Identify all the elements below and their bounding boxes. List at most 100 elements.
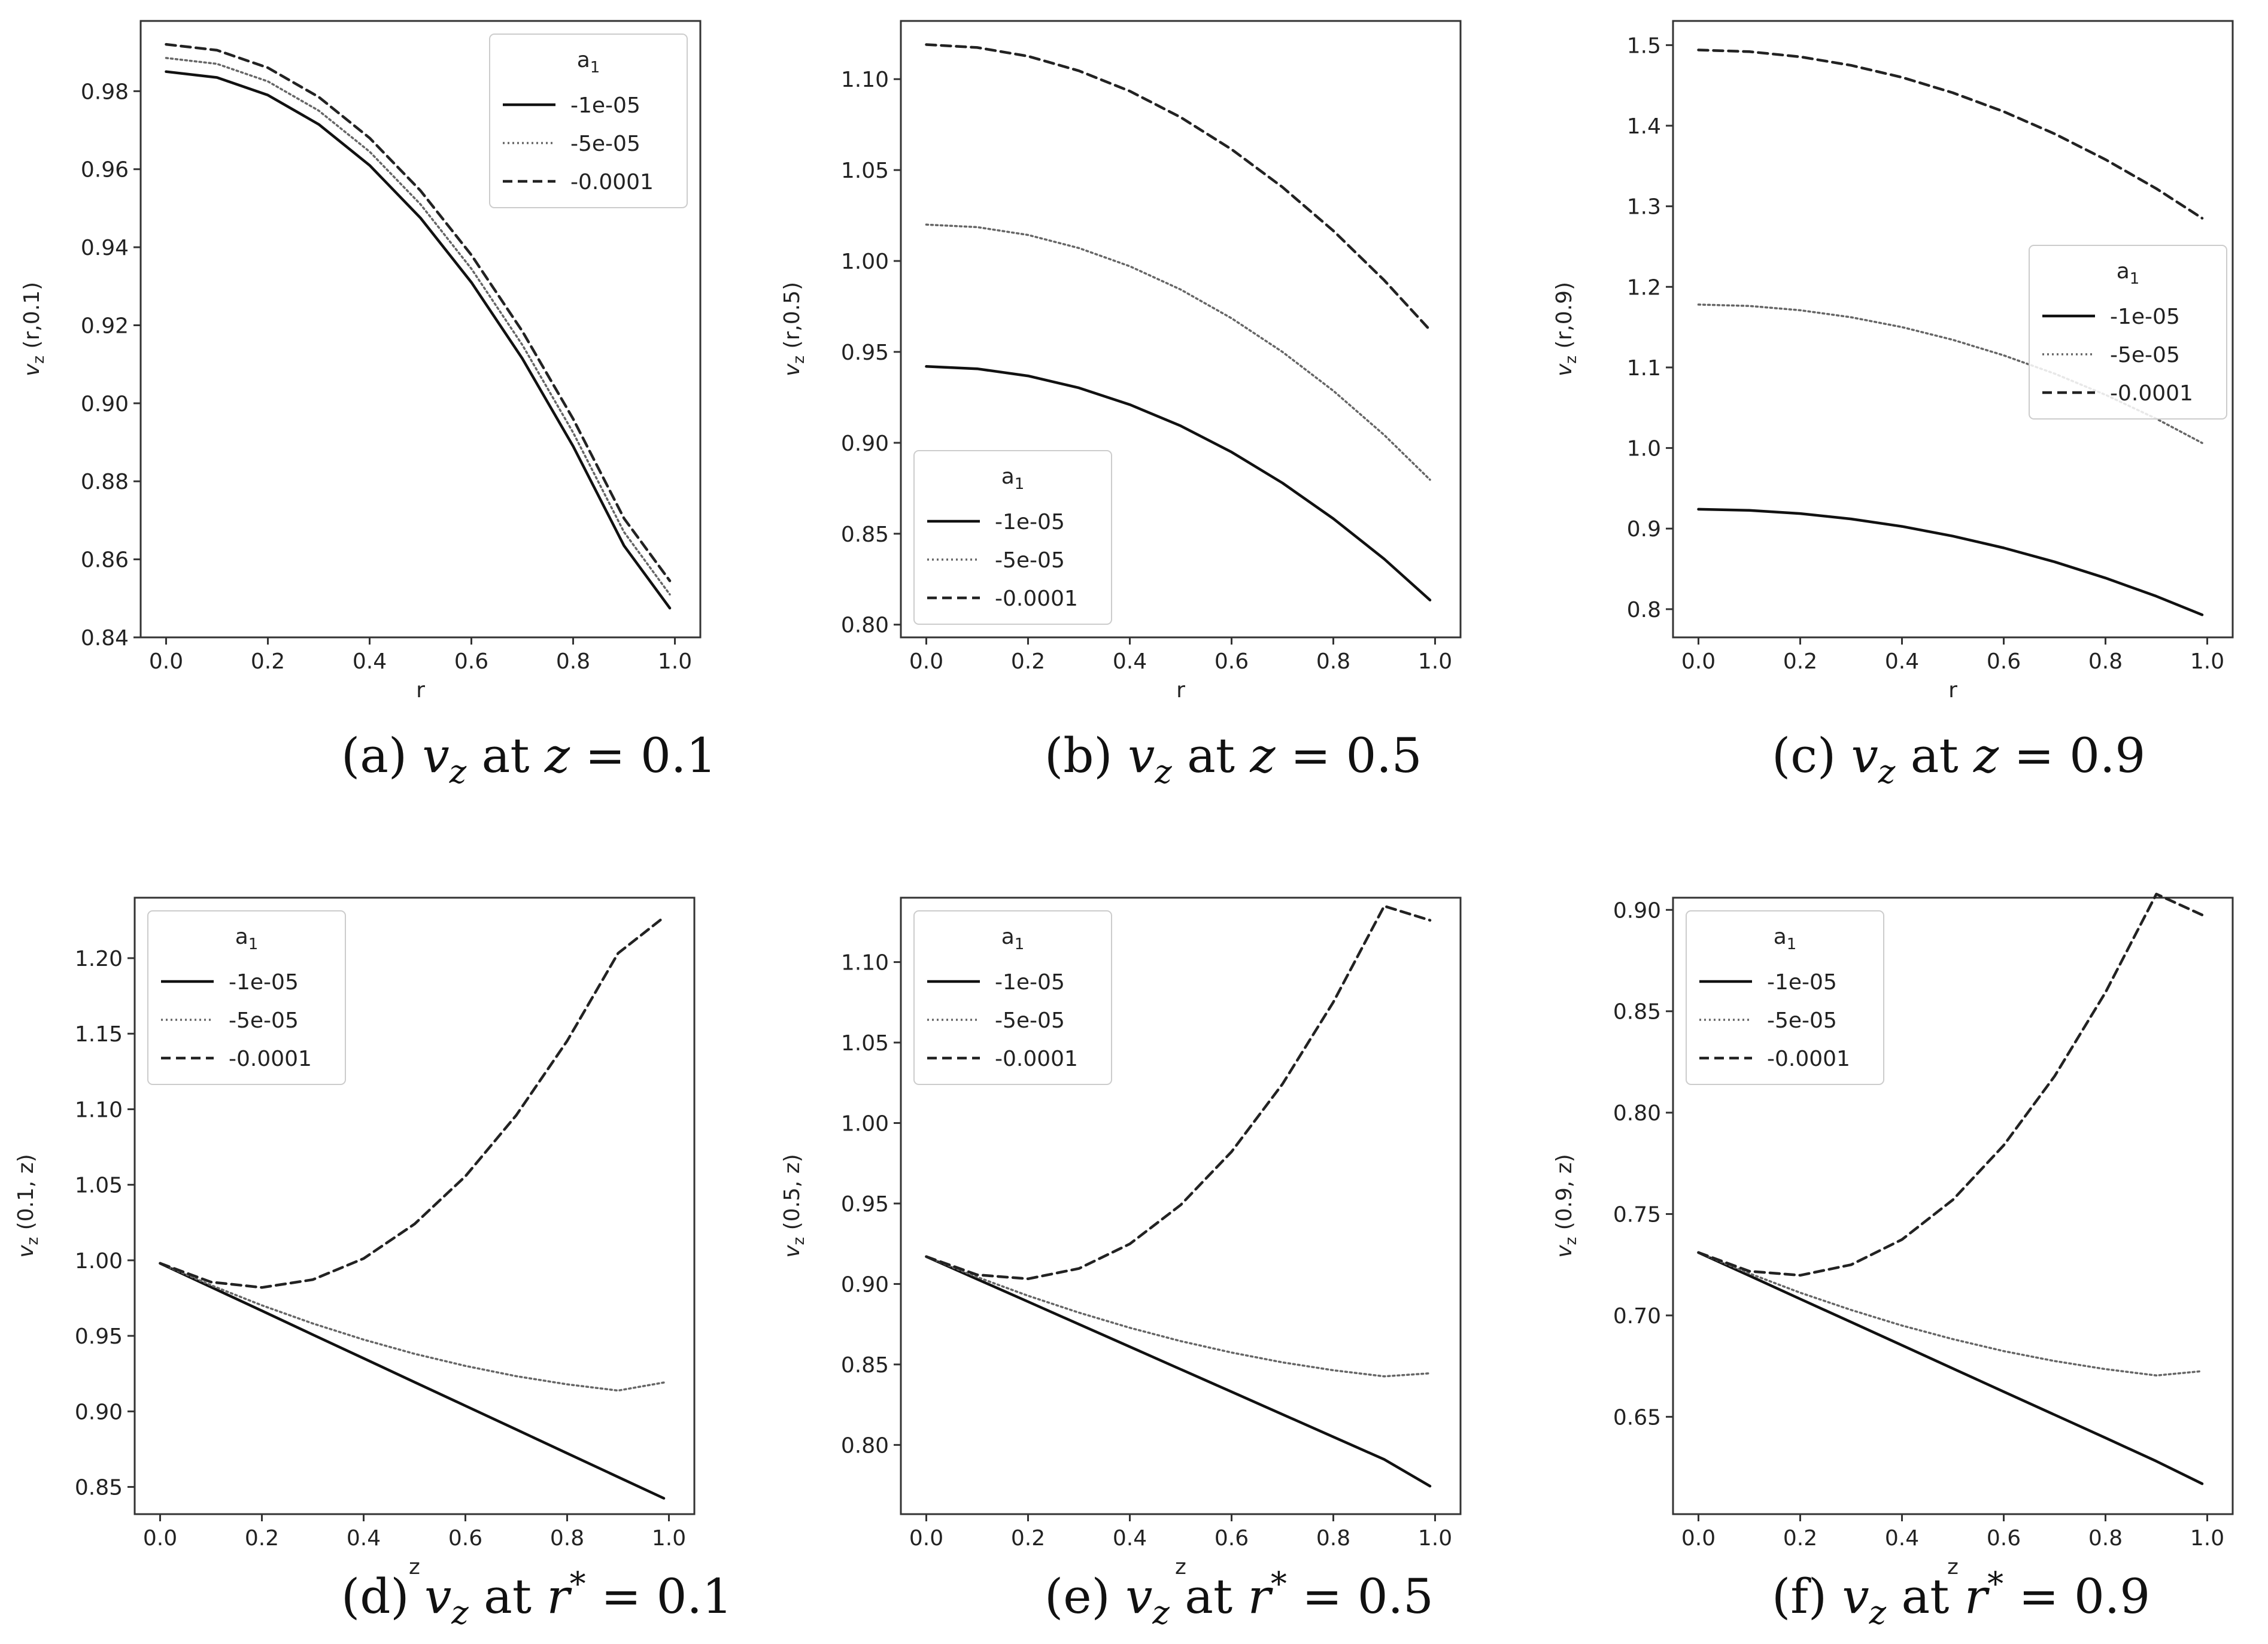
x-tick-label: 0.6: [1987, 649, 2021, 674]
x-tick-label: 0.4: [1113, 649, 1147, 674]
y-tick-label: 0.96: [81, 158, 129, 183]
legend: a1 -1e-05 -5e-05 -0.0001: [147, 910, 346, 1085]
y-tick-label: 1.3: [1627, 195, 1661, 220]
y-tick-label: 0.95: [75, 1324, 123, 1349]
series-line-dashed: [925, 904, 1432, 1281]
x-tick-label: 0.2: [1011, 649, 1045, 674]
legend-title: a1: [1774, 925, 1797, 953]
x-tick-label: 0.0: [909, 1526, 943, 1551]
series-line-solid: [925, 365, 1432, 601]
legend-box: [147, 910, 346, 1085]
series-line-dashed: [1697, 48, 2204, 220]
legend-label: -5e-05: [229, 1008, 299, 1033]
y-tick-label: 0.85: [75, 1476, 123, 1500]
series-line-dashed: [165, 42, 672, 582]
panel-e: 0.0 0.2 0.4 0.6 0.8 1.0 0.80 0.85 0.90 0.95 1.00 1.…: [780, 897, 1462, 1631]
x-tick-label: 1.0: [2190, 649, 2224, 674]
plot-frame: [133, 897, 696, 1515]
series-line-dashed: [925, 43, 1432, 332]
x-tick-label: 0.0: [1681, 1526, 1716, 1551]
x-tick-label: 1.0: [652, 1526, 686, 1551]
y-tick-label: 1.05: [841, 1031, 889, 1056]
legend-label: -5e-05: [1767, 1008, 1837, 1033]
y-tick-label: 1.1: [1627, 356, 1661, 381]
x-tick-label: 0.8: [556, 649, 590, 674]
series-line-solid: [1697, 508, 2204, 616]
y-tick-label: 0.85: [841, 522, 889, 547]
y-tick-label: 1.00: [841, 1112, 889, 1136]
x-tick-label: 0.6: [1215, 649, 1249, 674]
y-tick-label: 1.05: [75, 1174, 123, 1198]
y-tick-label: 0.85: [841, 1353, 889, 1378]
legend-label: -1e-05: [1767, 970, 1837, 995]
y-tick-label: 0.65: [1613, 1405, 1661, 1430]
legend-box: [913, 910, 1112, 1085]
y-tick-label: 1.15: [75, 1022, 123, 1047]
y-axis-label: vz (r,0.9): [1552, 282, 1580, 376]
legend: a1 -1e-05 -5e-05 -0.0001: [913, 450, 1112, 625]
x-tick-label: 0.8: [2088, 1526, 2123, 1551]
legend-title: a1: [2117, 259, 2140, 288]
legend-label: -0.0001: [995, 1047, 1078, 1071]
y-tick-label: 0.94: [81, 236, 129, 260]
legend-label: -0.0001: [995, 587, 1078, 611]
y-tick-label: 0.95: [841, 1192, 889, 1217]
legend-box: [913, 450, 1112, 625]
x-tick-label: 0.2: [1011, 1526, 1045, 1551]
legend-label: -1e-05: [995, 970, 1065, 995]
y-axis-label: vz (r,0.1): [20, 282, 48, 376]
panel-b: 0.0 0.2 0.4 0.6 0.8 1.0 0.80 0.85 0.90 0.95 1.00 1.…: [780, 20, 1462, 791]
x-tick-label: 0.4: [1885, 649, 1919, 674]
y-tick-label: 0.90: [841, 431, 889, 456]
panel-caption: (c) vz at z = 0.9: [1772, 728, 2145, 791]
legend-label: -1e-05: [2110, 305, 2180, 329]
x-axis-label: z: [1947, 1555, 1959, 1579]
series-line-solid: [1697, 1251, 2204, 1485]
x-axis-label: r: [1948, 678, 1957, 703]
legend-label: -5e-05: [995, 1008, 1065, 1033]
y-axis-label: vz (0.1, z): [14, 1154, 42, 1258]
x-tick-label: 0.2: [1783, 649, 1817, 674]
x-tick-label: 0.0: [149, 649, 183, 674]
x-tick-label: 1.0: [1418, 1526, 1452, 1551]
x-tick-label: 0.6: [454, 649, 488, 674]
y-tick-label: 0.90: [81, 392, 129, 417]
legend-box: [2029, 245, 2227, 420]
y-tick-label: 1.00: [841, 250, 889, 274]
y-tick-label: 0.80: [841, 1433, 889, 1458]
x-tick-label: 0.4: [1113, 1526, 1147, 1551]
y-tick-label: 0.98: [81, 80, 129, 104]
legend-box: [489, 34, 688, 208]
x-tick-label: 0.8: [1316, 649, 1350, 674]
legend-label: -0.0001: [570, 170, 654, 195]
y-tick-label: 1.10: [75, 1098, 123, 1122]
panel-caption: (d) vz at r* = 0.1: [341, 1565, 733, 1631]
legend-title: a1: [1001, 925, 1025, 953]
series-line-solid: [165, 70, 672, 610]
y-tick-label: 0.90: [75, 1400, 123, 1424]
x-tick-label: 0.8: [550, 1526, 584, 1551]
series-line-dotted: [159, 1262, 665, 1392]
y-tick-label: 0.8: [1627, 598, 1661, 622]
plot-frame: [900, 897, 1462, 1515]
y-tick-label: 0.80: [1613, 1101, 1661, 1126]
y-axis-label: vz (r,0.5): [780, 282, 808, 376]
x-tick-label: 0.2: [251, 649, 285, 674]
x-tick-label: 0.6: [1987, 1526, 2021, 1551]
panel-caption: (b) vz at z = 0.5: [1045, 728, 1422, 791]
y-tick-label: 1.20: [75, 947, 123, 971]
panel-caption: (e) vz at r* = 0.5: [1045, 1565, 1434, 1631]
panel-c: 0.0 0.2 0.4 0.6 0.8 1.0 0.8 0.9 1.0 1.1 1.2 1.3 1.4 1…: [1552, 20, 2234, 791]
y-tick-label: 0.85: [1613, 1000, 1661, 1025]
x-tick-label: 1.0: [1418, 649, 1452, 674]
x-tick-label: 0.8: [1316, 1526, 1350, 1551]
panel-caption: (a) vz at z = 0.1: [341, 728, 716, 791]
series-line-solid: [925, 1255, 1432, 1488]
y-tick-label: 1.10: [841, 68, 889, 92]
y-tick-label: 0.75: [1613, 1203, 1661, 1227]
legend-label: -1e-05: [995, 510, 1065, 534]
legend: a1 -1e-05 -5e-05 -0.0001: [1686, 910, 1884, 1085]
series-line-dotted: [925, 1255, 1431, 1378]
panel-a: 0.0 0.2 0.4 0.6 0.8 1.0 0.84 0.86 0.88 0.90 0.92 0.…: [20, 20, 716, 791]
